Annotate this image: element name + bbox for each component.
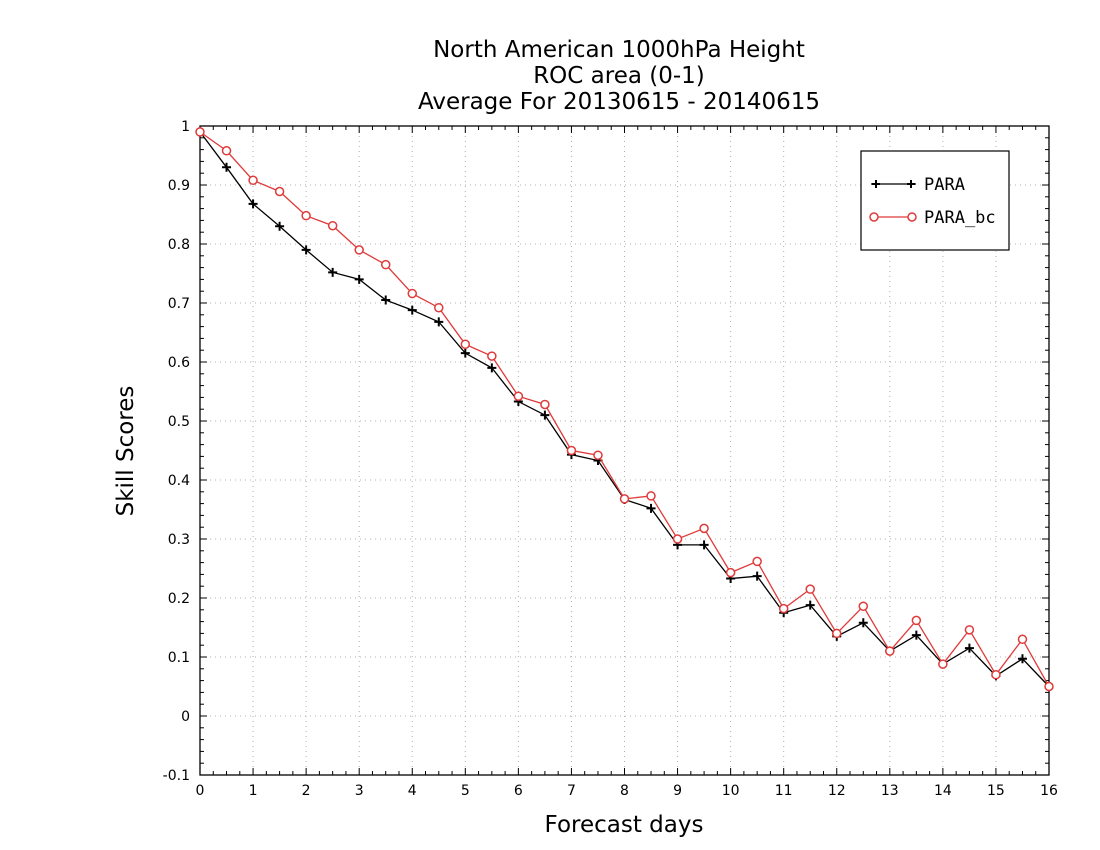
data-point-para-bc-16 [619,494,630,504]
x-tick-label-14: 14 [934,783,952,799]
legend-marker-para [872,180,915,188]
x-tick-label-6: 6 [514,783,523,799]
data-point-para-bc-31 [1017,634,1028,645]
data-point-para-bc-5 [327,220,338,231]
data-point-para-bc-26 [885,646,895,656]
y-tick-label-5: 0.4 [168,473,190,489]
data-point-para-bc-17 [646,491,656,501]
data-point-para-19 [699,540,709,550]
y-tick-label-11: 1 [181,119,190,135]
data-point-para-bc-32 [1044,681,1054,692]
x-tick-label-7: 7 [567,783,576,799]
x-tick-label-10: 10 [722,783,740,799]
data-point-para-9 [434,317,444,327]
data-point-para-21 [752,571,762,581]
x-tick-label-8: 8 [620,783,629,799]
legend-label-para: PARA [924,175,965,195]
data-point-para-bc-22 [778,603,789,614]
data-point-para-bc-2 [248,175,258,186]
title-line-1: North American 1000hPa Height [433,37,805,63]
data-point-para-bc-11 [487,351,497,361]
data-point-para-bc-8 [407,288,417,299]
data-point-para-bc-6 [354,245,364,255]
data-point-para-bc-9 [434,302,444,313]
data-point-para-7 [381,295,391,305]
data-point-para-bc-1 [221,146,232,156]
data-point-para-10 [460,348,470,358]
data-point-para-bc-15 [593,450,603,460]
y-tick-label-0: -0.1 [163,768,190,784]
data-point-para-25 [858,618,868,628]
x-tick-label-4: 4 [408,783,417,799]
x-tick-label-16: 16 [1040,783,1058,799]
data-point-para-27 [911,630,921,640]
data-point-para-bc-14 [566,445,577,456]
legend-marker-para-bc-2 [907,212,917,222]
legend-box [860,150,1010,251]
data-point-para-bc-28 [938,659,948,669]
data-point-para-bc-23 [805,584,815,594]
x-tick-label-0: 0 [196,783,205,799]
x-tick-label-12: 12 [828,783,846,799]
data-point-para-29 [964,643,974,653]
data-point-para-bc-13 [540,399,550,410]
legend-label-para-bc: PARA_bc [924,208,996,228]
data-point-para-bc-27 [911,615,922,626]
data-point-para-bc-18 [672,534,683,544]
data-point-para-bc-12 [513,391,524,401]
data-point-para-bc-4 [301,210,311,221]
legend: PARA PARA_bc [860,150,1010,251]
data-point-para-3 [275,221,285,231]
legend-marker-para-bc-1 [869,212,879,222]
data-point-para-bc-10 [460,339,471,350]
y-tick-label-3: 0.2 [168,591,190,607]
data-point-para-bc-0 [195,127,205,137]
data-point-para-bc-7 [380,259,391,270]
y-tick-label-8: 0.7 [168,296,190,312]
data-point-para-5 [328,267,338,277]
data-point-para-bc-19 [699,523,709,534]
data-point-para-31 [1017,654,1027,664]
data-point-para-17 [646,503,656,513]
x-tick-label-3: 3 [355,783,364,799]
x-tick-label-13: 13 [881,783,899,799]
data-point-para-4 [301,245,311,255]
data-point-para-bc-30 [991,669,1001,680]
x-tick-label-9: 9 [673,783,682,799]
data-point-para-11 [487,363,497,373]
data-point-para-bc-3 [274,186,285,197]
x-tick-label-2: 2 [302,783,311,799]
data-point-para-2 [248,199,258,209]
y-tick-label-1: 0 [181,709,190,725]
data-point-para-bc-20 [725,567,736,578]
data-point-para-1 [222,162,232,172]
series-layer [195,127,1054,692]
data-point-para-bc-21 [752,556,762,567]
y-tick-label-2: 0.1 [168,650,190,666]
x-tick-label-11: 11 [775,783,793,799]
data-point-para-13 [540,410,550,420]
y-tick-label-9: 0.8 [168,237,190,253]
data-point-para-bc-25 [858,601,869,612]
x-tick-label-1: 1 [249,783,258,799]
y-tick-label-6: 0.5 [168,414,190,430]
chart-title: North American 1000hPa Height ROC area (… [418,37,820,115]
x-tick-label-5: 5 [461,783,470,799]
y-tick-label-7: 0.6 [168,355,190,371]
y-axis-label: Skill Scores [113,386,139,517]
y-tick-label-10: 0.9 [168,178,190,194]
data-point-para-6 [354,274,364,284]
data-point-para-23 [805,600,815,610]
data-point-para-8 [407,305,417,315]
y-tick-label-4: 0.3 [168,532,190,548]
title-line-2: ROC area (0-1) [533,63,705,89]
data-point-para-bc-29 [964,625,975,635]
x-axis-label: Forecast days [545,812,704,838]
axes: 0 1 2 3 4 5 6 7 8 9 10 11 12 13 14 15 16-0.100.10.20.30.… [163,119,1058,799]
x-tick-label-15: 15 [987,783,1005,799]
title-line-3: Average For 20130615 - 20140615 [418,89,820,115]
data-point-para-bc-24 [832,628,842,639]
